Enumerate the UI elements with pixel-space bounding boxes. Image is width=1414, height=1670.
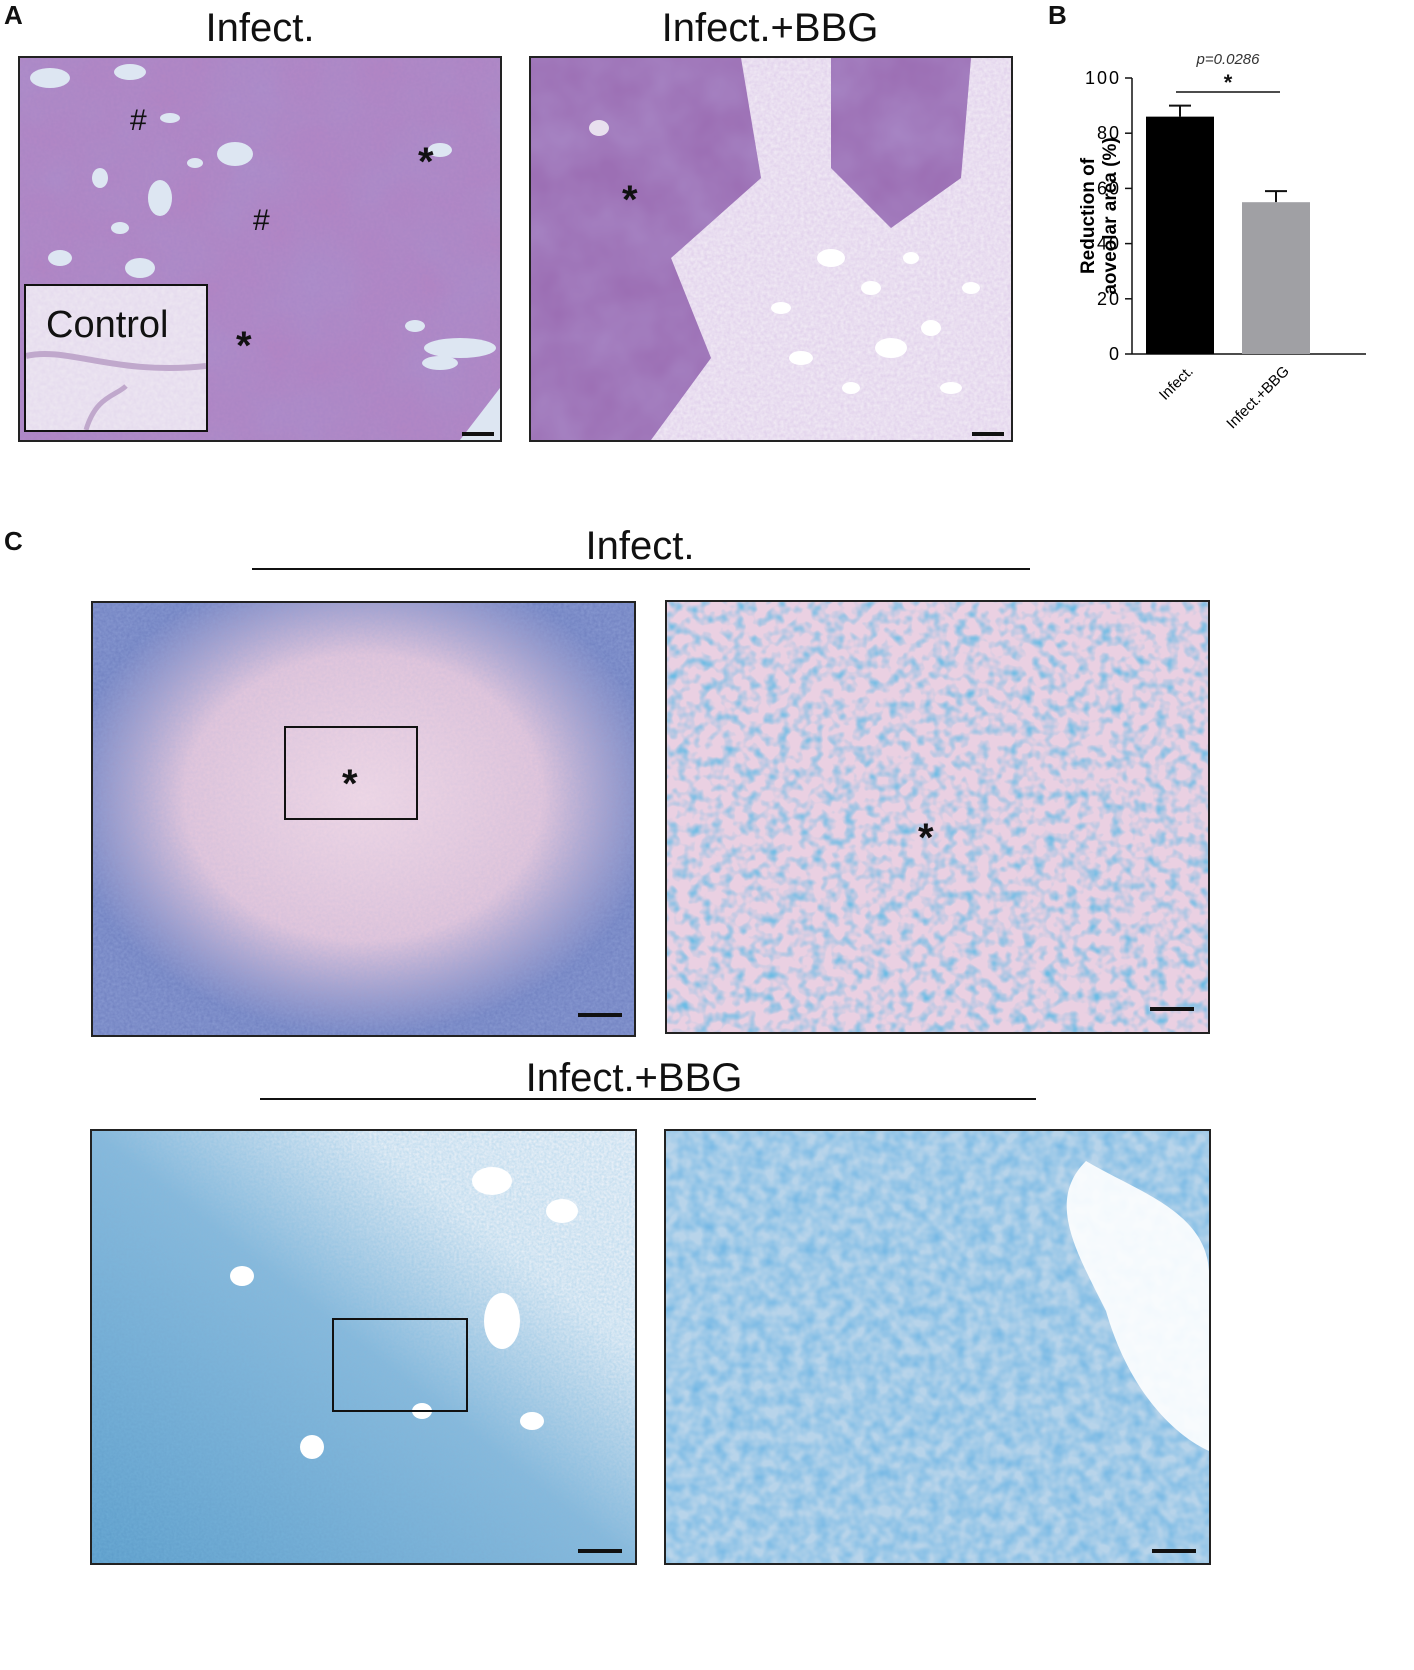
marker-hash-2: #: [253, 204, 270, 237]
panel-c-bottom-title: Infect.+BBG: [525, 1056, 743, 1100]
marker-star-2: *: [236, 324, 252, 368]
control-inset-label: Control: [46, 304, 169, 346]
y-tick-label: 20: [1097, 289, 1121, 309]
y-tick-label: 0: [1109, 344, 1121, 364]
scale-bar-c3: [578, 1549, 622, 1553]
y-tick-label: 80: [1097, 123, 1121, 143]
y-tick-label: 40: [1097, 234, 1121, 254]
panel-letter-b: B: [1048, 0, 1067, 30]
panel-a-right-title: Infect.+BBG: [661, 6, 879, 50]
x-tick-label: Infect.: [1156, 363, 1197, 404]
marker-star-c2: *: [918, 816, 934, 860]
y-axis-title-line2: aoveolar area (%): [1100, 137, 1121, 294]
zoom-box-c-top: [284, 726, 418, 820]
marker-star-1: *: [418, 140, 434, 184]
scale-bar-c1: [578, 1013, 622, 1017]
scale-bar-a-right: [972, 432, 1004, 436]
marker-star-c1: *: [342, 762, 358, 806]
micrograph-c-bbg-low: [90, 1129, 637, 1565]
micrograph-a-infect-bbg: [529, 56, 1013, 442]
control-inset: [24, 284, 208, 432]
y-axis: 0 20 40 60 80 100: [1085, 68, 1366, 364]
p-value-label: p=0.0286: [1196, 51, 1261, 68]
micrograph-c-bbg-high: [664, 1129, 1211, 1565]
scale-bar-a-left: [462, 432, 494, 436]
bar-0: [1146, 116, 1214, 354]
panel-letter-a: A: [4, 0, 23, 30]
panel-a-left-title: Infect.: [205, 6, 315, 50]
significance: p=0.0286 *: [1176, 51, 1280, 95]
marker-hash-1: #: [130, 104, 147, 137]
significance-star: *: [1224, 70, 1233, 95]
micrograph-c-infect-high: [665, 600, 1210, 1034]
zoom-box-c-bottom: [332, 1318, 468, 1412]
bars: [1146, 104, 1310, 354]
bar-chart: Reduction of aoveolar area (%) 0 20 40 60 80…: [1080, 51, 1366, 433]
panel-letter-c: C: [4, 526, 23, 556]
y-axis-title-line1: Reduction of: [1080, 157, 1099, 274]
panel-c-bottom-rule: [260, 1098, 1036, 1100]
y-axis-title: Reduction of aoveolar area (%): [1080, 137, 1121, 294]
panel-c-top-title: Infect.: [585, 524, 695, 568]
y-tick-label: 100: [1085, 68, 1121, 88]
marker-star-3: *: [622, 178, 638, 222]
panel-c-top-rule: [252, 568, 1030, 570]
x-axis-labels: Infect. Infect.+BBG: [1156, 363, 1293, 433]
scale-bar-c2: [1150, 1007, 1194, 1011]
y-tick-label: 60: [1097, 178, 1121, 198]
x-tick-label: Infect.+BBG: [1223, 363, 1293, 433]
scale-bar-c4: [1152, 1549, 1196, 1553]
bar-1: [1242, 202, 1310, 354]
